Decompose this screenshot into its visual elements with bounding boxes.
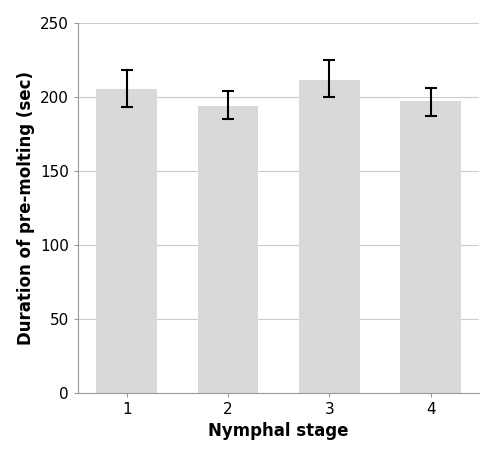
Bar <box>400 101 461 393</box>
Bar <box>96 89 157 393</box>
Bar <box>299 80 360 393</box>
X-axis label: Nymphal stage: Nymphal stage <box>208 422 349 441</box>
Y-axis label: Duration of pre-molting (sec): Duration of pre-molting (sec) <box>17 71 35 345</box>
Bar <box>198 106 258 393</box>
